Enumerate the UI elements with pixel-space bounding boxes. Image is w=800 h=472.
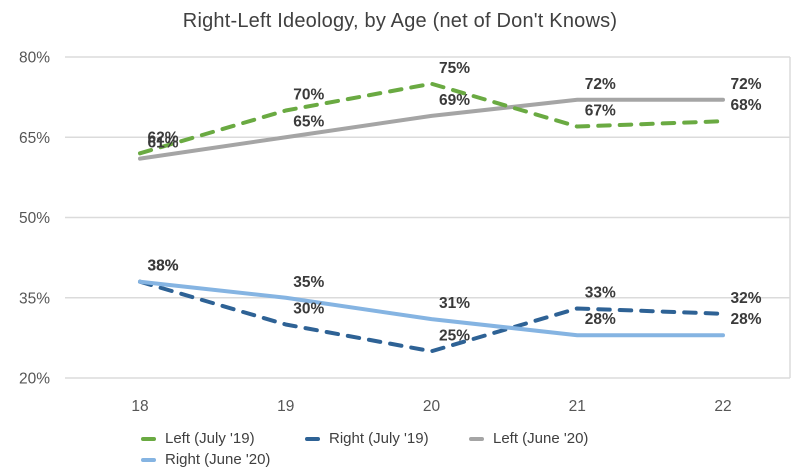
legend-item-1: Right (July '19) — [305, 428, 469, 449]
data-label: 69% — [439, 92, 470, 109]
legend-label: Left (June '20) — [493, 430, 589, 447]
series-line-0 — [138, 81, 725, 156]
chart-title: Right-Left Ideology, by Age (net of Don'… — [182, 10, 618, 32]
data-label: 33% — [585, 284, 616, 301]
x-axis-tick-label: 18 — [131, 398, 148, 414]
series-line-2 — [138, 97, 725, 161]
legend-item-3: Right (June '20) — [141, 449, 305, 470]
data-label: 25% — [439, 327, 470, 344]
data-label: 65% — [293, 113, 324, 130]
data-label: 70% — [293, 87, 324, 104]
legend-line-marker-icon — [469, 436, 484, 441]
legend-line-marker-icon — [305, 436, 320, 441]
data-label: 38% — [147, 258, 178, 275]
legend-label: Right (July '19) — [329, 430, 429, 447]
data-label: 72% — [585, 76, 616, 93]
data-label: 28% — [585, 311, 616, 328]
line-chart-canvas: 80% 65% 50% 35% 20% 18 19 20 21 22 62% 70% 75% 67% 68%… — [19, 50, 791, 414]
data-label: 38% — [147, 258, 178, 275]
y-axis-tick-label: 35% — [19, 290, 50, 307]
x-axis-tick-label: 22 — [714, 398, 731, 414]
series-line-3 — [138, 279, 725, 338]
data-label: 31% — [439, 295, 470, 312]
data-label: 32% — [730, 290, 761, 307]
data-label: 28% — [730, 311, 761, 328]
legend-item-2: Left (June '20) — [469, 428, 633, 449]
data-label: 30% — [293, 301, 324, 318]
data-label: 62% — [147, 129, 178, 146]
y-axis-tick-label: 65% — [19, 130, 50, 147]
legend-line-marker-icon — [141, 436, 156, 441]
data-label: 68% — [730, 97, 761, 114]
series-line-1 — [138, 279, 725, 354]
x-axis-tick-label: 21 — [569, 398, 586, 414]
y-axis-tick-label: 20% — [19, 371, 50, 388]
x-axis-tick-label: 20 — [423, 398, 441, 414]
data-label: 72% — [730, 76, 761, 93]
y-axis-tick-label: 50% — [19, 210, 50, 227]
legend-label: Right (June '20) — [165, 451, 271, 468]
y-axis-tick-label: 80% — [19, 50, 50, 67]
data-label: 75% — [439, 60, 470, 77]
legend-label: Left (July '19) — [165, 430, 255, 447]
legend-line-marker-icon — [141, 457, 156, 462]
data-label: 67% — [585, 103, 616, 120]
data-label: 61% — [147, 135, 178, 152]
data-label: 35% — [293, 274, 324, 291]
legend-item-0: Left (July '19) — [141, 428, 305, 449]
chart-legend: Left (July '19) Right (July '19) Left (Jun… — [141, 428, 653, 470]
x-axis-tick-label: 19 — [277, 398, 294, 414]
